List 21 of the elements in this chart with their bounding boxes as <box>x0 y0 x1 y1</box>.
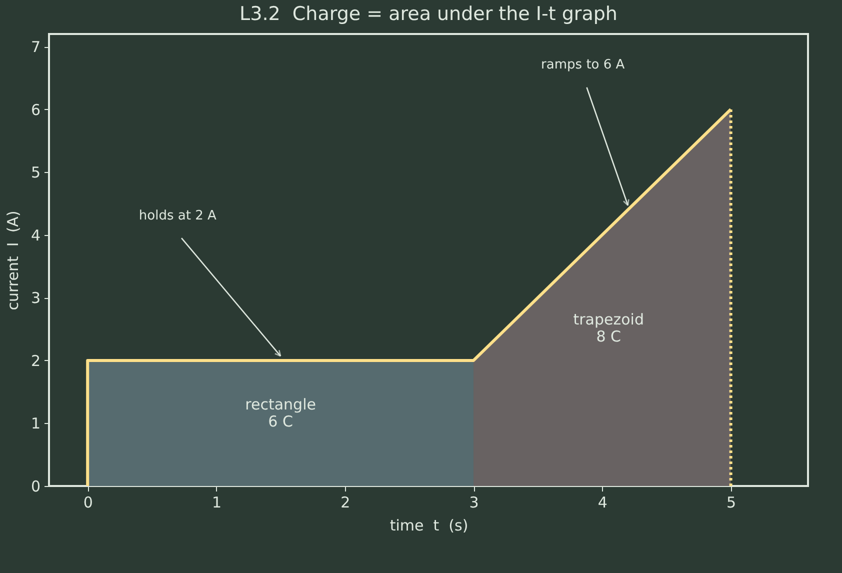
x-tick-label: 1 <box>212 494 222 512</box>
x-tick-label: 0 <box>83 494 93 512</box>
y-tick-label: 5 <box>30 164 40 182</box>
annotation: ramps to 6 A <box>541 58 625 73</box>
annotation: trapezoid 8 C <box>573 310 644 346</box>
x-tick-label: 2 <box>340 494 350 512</box>
y-tick-label: 6 <box>30 100 40 119</box>
y-axis-title: current I (A) <box>4 210 22 310</box>
x-tick-label: 3 <box>469 494 479 512</box>
x-tick-label: 4 <box>598 494 608 512</box>
x-tick-label: 5 <box>726 494 736 512</box>
y-tick-label: 0 <box>30 478 40 496</box>
y-tick-label: 3 <box>30 289 40 308</box>
y-tick-label: 1 <box>30 414 40 433</box>
x-axis-title: time t (s) <box>390 516 468 534</box>
y-tick-label: 2 <box>30 352 40 370</box>
chart-title: L3.2 Charge = area under the I-t graph <box>240 3 618 25</box>
y-tick-label: 7 <box>30 38 40 56</box>
annotation: rectangle 6 C <box>245 395 316 430</box>
y-tick-label: 4 <box>30 226 40 244</box>
annotation: holds at 2 A <box>138 208 216 224</box>
